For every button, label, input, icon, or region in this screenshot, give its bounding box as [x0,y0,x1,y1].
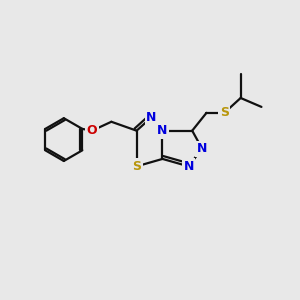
Text: N: N [146,111,157,124]
Text: O: O [87,124,98,137]
Text: N: N [197,142,207,155]
Text: S: S [132,160,141,173]
Text: N: N [157,124,168,137]
Text: S: S [220,106,229,119]
Text: N: N [184,160,194,173]
